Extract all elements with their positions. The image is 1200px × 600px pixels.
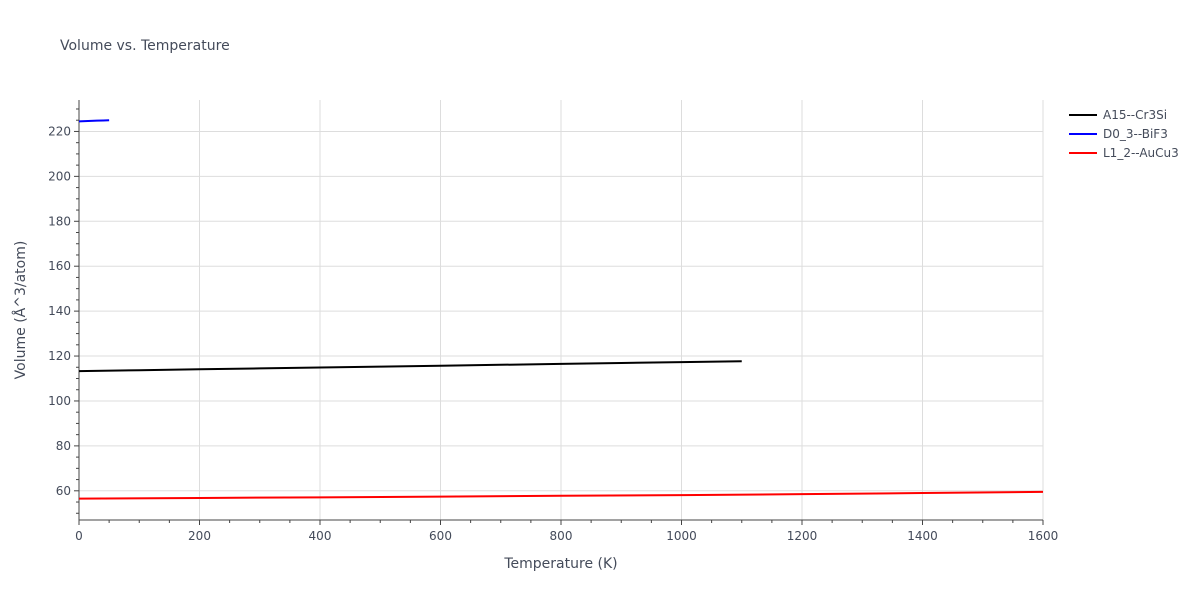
y-axis-title: Volume (Å^3/atom): [12, 241, 29, 380]
x-tick-label: 1200: [787, 529, 818, 543]
x-axis-title: Temperature (K): [503, 556, 617, 572]
y-tick-label: 180: [48, 214, 71, 228]
series-line: [78, 119, 110, 123]
series-lines: [78, 119, 1044, 500]
legend-item[interactable]: L1_2--AuCu3: [1069, 146, 1179, 160]
axes: 0 200 400 600 800 1000 1200 1400 1600 60 80 100 120 1…: [48, 100, 1058, 543]
x-tick-label: 0: [75, 529, 83, 543]
legend-label: A15--Cr3Si: [1103, 108, 1167, 122]
chart-title: Volume vs. Temperature: [60, 38, 230, 54]
x-tick-label: 800: [550, 529, 573, 543]
legend-item[interactable]: A15--Cr3Si: [1069, 108, 1167, 122]
y-tick-label: 140: [48, 304, 71, 318]
x-tick-label: 400: [309, 529, 332, 543]
legend[interactable]: A15--Cr3Si D0_3--BiF3 L1_2--AuCu3: [1069, 108, 1179, 160]
x-tick-label: 1600: [1028, 529, 1059, 543]
grid: [79, 100, 1044, 520]
y-tick-label: 60: [56, 484, 71, 498]
legend-label: L1_2--AuCu3: [1103, 146, 1179, 160]
y-tick-label: 80: [56, 439, 71, 453]
y-tick-label: 120: [48, 349, 71, 363]
y-tick-label: 220: [48, 124, 71, 138]
y-tick-label: 200: [48, 169, 71, 183]
y-tick-label: 160: [48, 259, 71, 273]
series-line: [78, 360, 742, 373]
legend-item[interactable]: D0_3--BiF3: [1069, 127, 1168, 141]
series-line: [78, 490, 1044, 500]
x-tick-label: 1400: [907, 529, 938, 543]
legend-label: D0_3--BiF3: [1103, 127, 1168, 141]
x-tick-label: 600: [429, 529, 452, 543]
x-tick-label: 200: [188, 529, 211, 543]
y-tick-label: 100: [48, 394, 71, 408]
x-tick-label: 1000: [666, 529, 697, 543]
